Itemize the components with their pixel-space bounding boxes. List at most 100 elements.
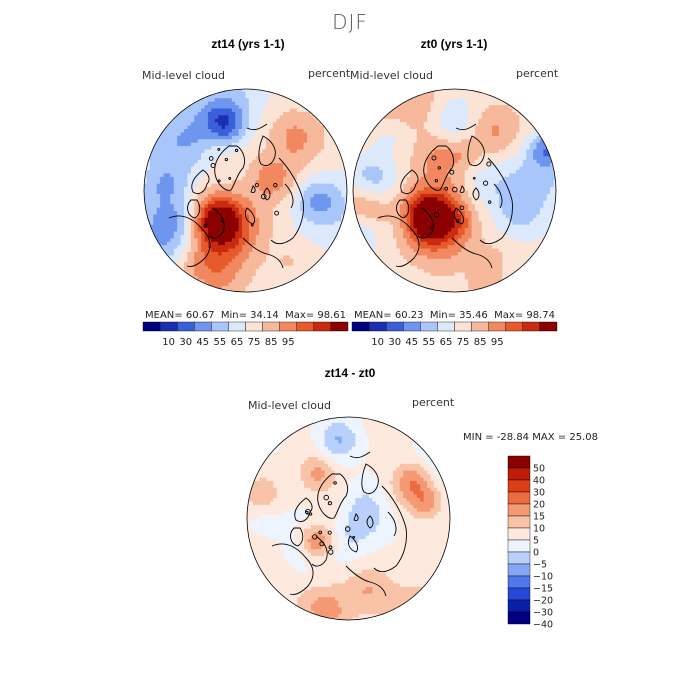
panel2-colorbar-swatch-8 [488,321,506,332]
panel2-map-island-0 [429,226,434,230]
panel1-map [143,88,348,293]
panel2-stats: MEAN= 60.23 Min= 35.46 Max= 98.74 [354,310,569,321]
panel2-map-field [353,89,556,292]
panel3-colorbar-swatch-2 [507,479,531,493]
panel1-map-coastline-12 [250,185,256,193]
panel1-map-island-0 [220,219,224,223]
panel2-mean-value: 60.23 [394,310,424,321]
panel3-colorbar-tick-1: 40 [533,476,545,487]
panel3-map-island-6 [344,526,351,532]
panel3-map-coastline-11 [366,515,374,529]
panel2-colorbar-swatch-4 [420,321,438,332]
panel1-colorbar-tick-0: 10 [162,337,175,348]
panel1-map-island-11 [224,157,228,162]
panel3-colorbar-swatch-9 [507,563,531,577]
panel2-colorbar-swatch-2 [385,321,404,332]
panel2-map-coastline-4 [417,207,434,239]
panel2-map-island-13 [486,161,492,167]
panel3-colorbar-swatch-3 [507,491,531,505]
panel1-map-coastline-6 [246,123,268,131]
panel3-map-island-4 [352,535,355,539]
panel3-map-island-10 [319,541,325,547]
panel3-map-island-7 [328,545,333,550]
panel1-map-coastline-11 [263,187,271,201]
panel2-map-island-2 [431,155,437,161]
panel1-max-value: 98.61 [317,310,347,321]
panel2-map-coastline-7 [479,157,513,245]
panel2-colorbar-tick-5: 75 [457,337,470,348]
panel2-colorbar-tick-7: 95 [491,337,504,348]
panel3-colorbar-swatch-4 [507,503,531,517]
panel2-colorbar-swatch-6 [454,321,472,332]
panel3-colorbar-tick-6: 5 [533,536,539,547]
panel1-map-coastline-9 [242,237,284,269]
panel1-map-coastline-2 [187,199,201,219]
panel1-colorbar-tick-6: 85 [265,337,278,348]
panel1-map-island-8 [210,162,216,168]
panel2-map-coastline-6 [455,123,477,131]
panel1-colorbar-swatch-8 [279,321,297,332]
panel3-map-island-2 [328,549,334,555]
panel2-map-island-1 [472,176,476,180]
panel3-colorbar-swatch-12 [507,599,531,613]
panel1-map-coastline-3 [168,215,211,267]
panel1-colorbar-tick-4: 65 [231,337,244,348]
panel2-map-coastline-0 [423,145,455,191]
panel2-map-coastline-11 [472,187,480,201]
panel2-min-label: Min= [429,310,456,321]
panel3-colorbar-tick-4: 15 [533,512,545,523]
panel3-map-island-12 [327,501,332,506]
panel3-map-boundary [246,416,451,621]
panel2-map-island-10 [488,200,492,204]
panel3-colorbar-swatch-0 [507,455,531,469]
panel1-mean-label: MEAN= [145,310,183,321]
panel2-variable-label: Mid-level cloud [350,69,433,82]
panel1-map-island-6 [260,193,267,200]
panel3-colorbar-swatch-1 [507,467,531,481]
panel3-map-island-0 [323,494,330,501]
panel3-max-value: 25.08 [569,432,598,443]
panel2-map-coastline-1 [400,169,419,195]
panel3-map-coastline-1 [294,497,313,523]
panel3-stats: MIN = -28.84 MAX = 25.08 [463,432,598,443]
panel2-map-island-9 [459,205,465,211]
panel1-min-value: 34.14 [250,310,279,321]
panel3-colorbar-tick-7: 0 [533,548,539,559]
panel1-colorbar-tick-5: 75 [248,337,261,348]
panel1-map-island-7 [254,183,259,188]
panel2-map-island-4 [482,180,489,186]
panel1-map-island-10 [274,210,279,216]
panel3-colorbar-tick-0: 50 [533,464,545,475]
panel1-title: zt14 (yrs 1-1) [211,37,285,51]
panel1-colorbar-swatch-1 [159,321,178,332]
panel3-colorbar-tick-8: −5 [533,560,547,571]
panel1-colorbar-swatch-10 [313,321,332,332]
panel3-map-island-8 [318,530,323,535]
panel3-map-island-5 [305,508,311,515]
panel2-max-label: Max= [494,310,524,321]
panel3-colorbar-swatch-5 [507,515,531,529]
panel1-map-boundary [143,88,348,293]
panel2-map-coastline-2 [396,199,410,219]
panel1-colorbar-swatch-7 [262,321,280,332]
panel3-colorbar-swatch-8 [507,551,531,565]
panel1-map-field [144,89,347,292]
panel2-map-coastline-5 [467,135,485,167]
panel2-mean-label: MEAN= [354,310,392,321]
panel1-colorbar-swatch-9 [296,321,315,332]
panel1-colorbar-swatch-6 [245,321,263,332]
panel3-map-coastline-5 [361,463,379,495]
panel3-map-island-9 [333,481,337,485]
panel2-units-label: percent [516,67,559,80]
panel3-map-coastline-2 [290,527,304,547]
panel3-map-coastline-10 [347,535,359,553]
panel1-map-island-2 [208,156,214,161]
panel3-map-field [247,417,450,620]
panel1-colorbar-tick-3: 55 [214,337,227,348]
panel2-colorbar-tick-6: 85 [474,337,487,348]
panel1-colorbar-swatch-2 [176,321,195,332]
panel2-colorbar-tick-0: 10 [371,337,384,348]
panel3-map-coastlines [271,451,407,597]
panel2-colorbar-swatch-10 [522,321,541,332]
